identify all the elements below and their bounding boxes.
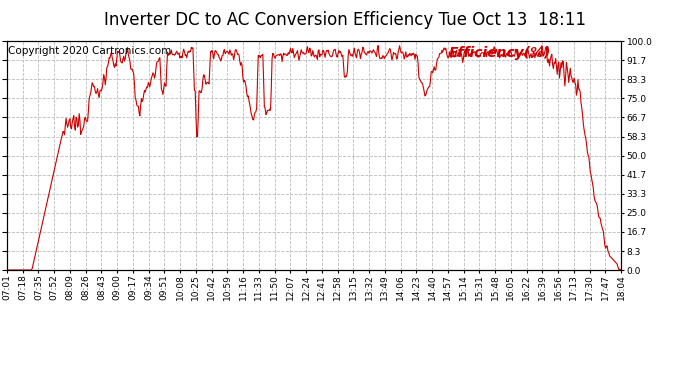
Text: Efficiency(%): Efficiency(%) bbox=[449, 46, 551, 60]
Text: Copyright 2020 Cartronics.com: Copyright 2020 Cartronics.com bbox=[8, 46, 171, 56]
Text: Inverter DC to AC Conversion Efficiency Tue Oct 13  18:11: Inverter DC to AC Conversion Efficiency … bbox=[104, 11, 586, 29]
